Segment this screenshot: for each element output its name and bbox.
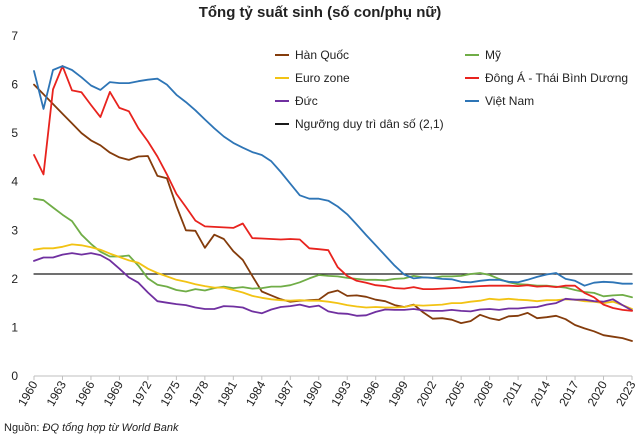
x-tick-label: 1996 [357,378,383,408]
legend-label: Euro zone [295,71,350,85]
x-tick-label: 1969 [101,378,127,408]
x-tick-label: 1987 [271,378,297,408]
source-note: Nguồn: ĐQ tổng hợp từ World Bank [4,422,178,434]
y-tick-label: 6 [11,78,18,92]
legend-label: Việt Nam [485,94,534,108]
legend-label: Mỹ [485,48,501,62]
x-tick-label: 2017 [556,378,582,408]
x-tick-label: 2008 [471,378,497,408]
x-tick-label: 1975 [158,378,184,408]
x-tick-label: 1978 [186,378,212,408]
legend-label: Ngưỡng duy trì dân số (2,1) [295,117,444,131]
series-line-0 [33,83,633,342]
y-tick-label: 5 [11,126,18,140]
x-tick-label: 1984 [243,378,269,408]
y-tick-label: 4 [11,175,18,189]
x-tick-label: 2020 [585,378,611,408]
series-line-3 [33,65,633,312]
x-tick-label: 1972 [129,378,155,408]
x-tick-label: 1963 [44,378,70,408]
y-tick-label: 7 [11,29,18,43]
y-tick-label: 2 [11,272,18,286]
x-tick-label: 1993 [328,378,354,408]
chart-legend: Hàn Quốc Mỹ Euro zone Đông Á - Thái Bình Dư… [275,48,628,131]
y-tick-label: 3 [11,223,18,237]
x-tick-label: 2011 [500,378,525,408]
chart-title: Tổng tỷ suất sinh (số con/phụ nữ) [198,4,442,21]
legend-label: Đức [295,94,318,108]
series-line-4 [33,252,633,317]
series-line-5 [33,65,633,287]
series-line-2 [33,243,633,310]
x-tick-label: 2002 [414,378,440,408]
legend-label: Đông Á - Thái Bình Dương [485,70,628,85]
x-tick-label: 1960 [15,378,41,408]
series-line-1 [33,197,633,299]
y-tick-label: 0 [11,369,18,383]
x-tick-label: 1981 [214,378,240,408]
x-tick-label: 1966 [72,378,98,408]
x-tick-label: 2005 [442,378,468,408]
legend-label: Hàn Quốc [295,48,349,62]
source-prefix: Nguồn: [4,422,40,434]
series-layer [33,65,633,342]
x-tick-label: 1990 [300,378,326,408]
y-tick-label: 1 [11,320,18,334]
x-tick-label: 1999 [385,378,411,408]
x-tick-label: 2014 [528,378,554,408]
source-text: ĐQ tổng hợp từ World Bank [42,422,179,434]
x-tick-label: 2023 [613,378,639,408]
